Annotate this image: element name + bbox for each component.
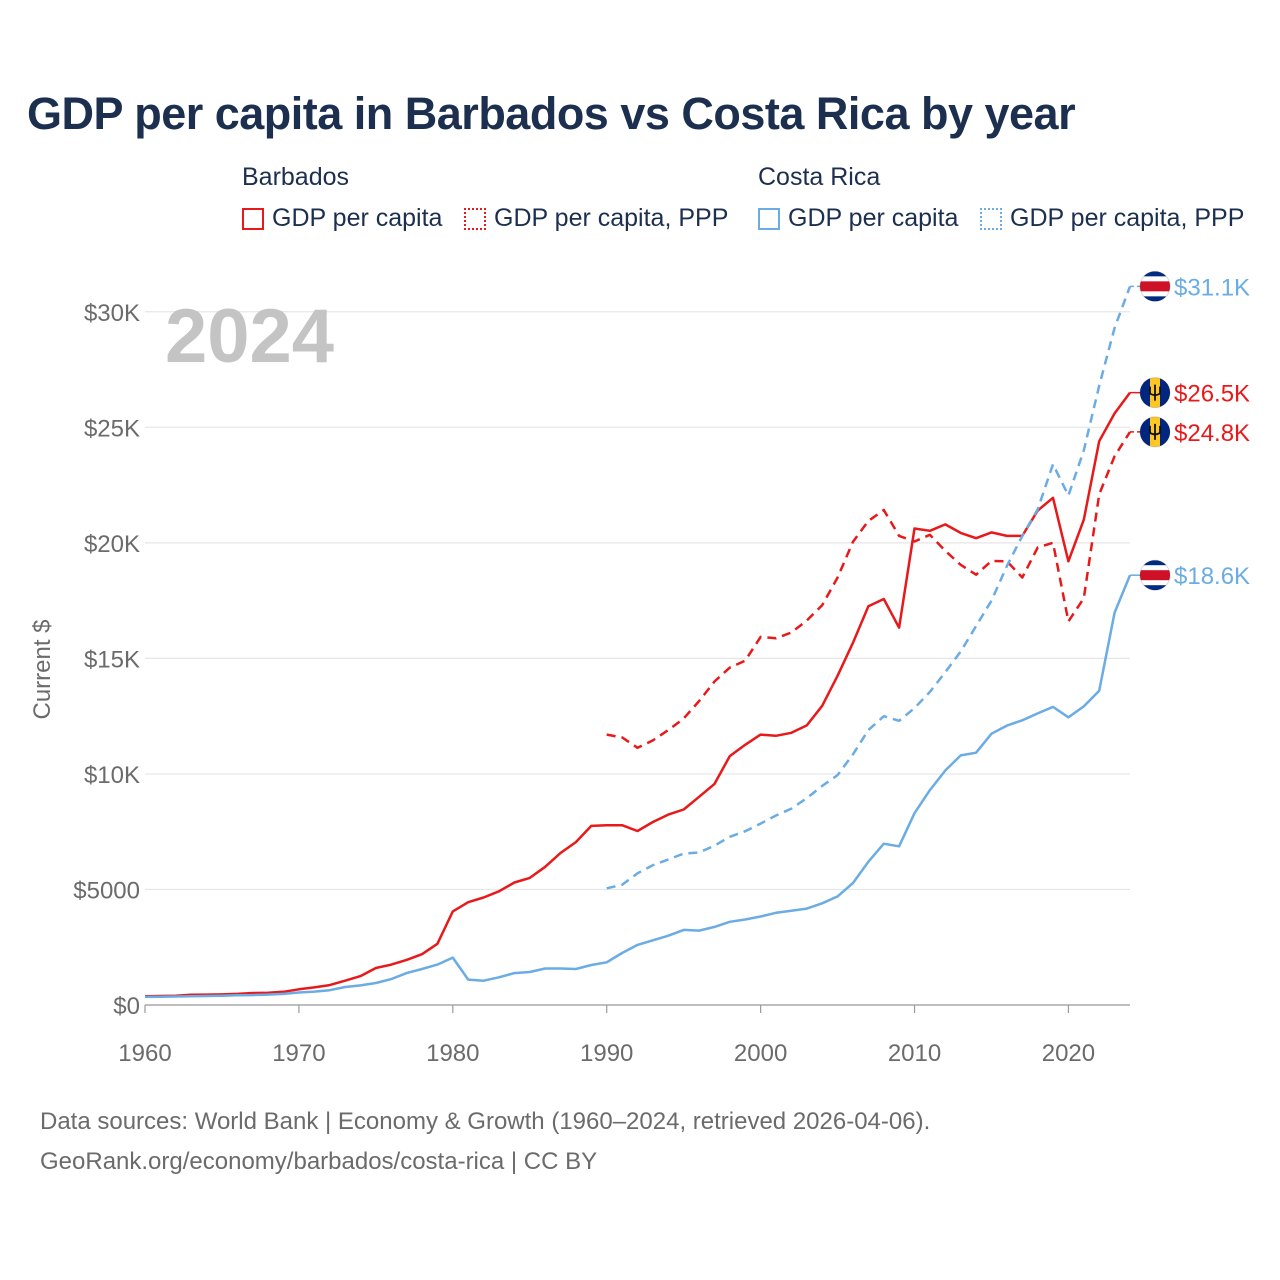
legend-swatch-solid-blue xyxy=(758,207,780,230)
series-line-costa-rica-gdp-per-capita-ppp xyxy=(606,285,1132,890)
flag-blue-right xyxy=(1160,377,1170,408)
chart-title: GDP per capita in Barbados vs Costa Rica… xyxy=(27,88,1076,139)
legend-label: GDP per capita, PPP xyxy=(1010,204,1245,232)
y-axis-title: Current $ xyxy=(29,619,56,719)
flag-blue-top xyxy=(1140,271,1170,277)
flag-body xyxy=(1140,560,1170,591)
y-tick-label: $30K xyxy=(84,300,140,327)
series-line-costa-rica-gdp-per-capita xyxy=(144,574,1132,999)
footer-credit: GeoRank.org/economy/barbados/costa-rica … xyxy=(40,1148,598,1175)
x-tick-label: 2000 xyxy=(734,1040,787,1067)
y-tick-label: $10K xyxy=(84,762,140,789)
flag-icon-barbados xyxy=(1139,416,1171,448)
legend-item-barbados-gdp[interactable]: GDP per capita xyxy=(242,204,442,233)
flag-body xyxy=(1140,271,1170,302)
flag-icon-barbados xyxy=(1139,377,1171,409)
y-tick-label: $0 xyxy=(113,993,140,1020)
year-watermark: 2024 xyxy=(165,294,334,379)
flag-icon-costa_rica xyxy=(1139,559,1171,591)
flag-outline xyxy=(1139,270,1171,302)
flag-outline xyxy=(1139,559,1171,591)
series-line-barbados-gdp-per-capita xyxy=(144,391,1132,998)
legend-label: GDP per capita, PPP xyxy=(494,204,729,232)
flag-outline xyxy=(1139,377,1171,409)
x-tick-label: 1960 xyxy=(118,1040,171,1067)
flag-blue-bottom xyxy=(1140,296,1170,302)
trident-icon xyxy=(1149,423,1161,440)
legend-label: GDP per capita xyxy=(272,204,443,232)
y-tick-label: $20K xyxy=(84,531,140,558)
flag-outline xyxy=(1139,416,1171,448)
line-chart: $0 $5000 $10K $15K $20K $25K $30K 1960 1970 1980 1… xyxy=(29,270,1250,1067)
y-tick-label: $5000 xyxy=(73,877,140,904)
flag-blue-top xyxy=(1140,560,1170,566)
x-tick-label: 1970 xyxy=(272,1040,325,1067)
legend-item-costa-rica-gdp[interactable]: GDP per capita xyxy=(758,204,958,233)
x-tick-label: 2020 xyxy=(1042,1040,1095,1067)
legend-group-barbados: Barbados xyxy=(242,163,350,191)
flag-red-band xyxy=(1140,570,1170,581)
x-tick-label: 1980 xyxy=(426,1040,479,1067)
flag-blue-bottom xyxy=(1140,585,1170,591)
legend-swatch-dotted-blue xyxy=(980,207,1002,230)
y-tick-label: $15K xyxy=(84,646,140,673)
end-value-label: $18.6K xyxy=(1174,563,1250,590)
legend-label: GDP per capita xyxy=(788,204,959,232)
flag-blue-left xyxy=(1140,416,1150,447)
end-value-label: $26.5K xyxy=(1174,381,1250,408)
legend-swatch-solid-red xyxy=(242,207,264,230)
flag-icon-costa_rica xyxy=(1139,270,1171,302)
end-value-label: $24.8K xyxy=(1174,420,1250,447)
flag-blue-left xyxy=(1140,377,1150,408)
x-tick-label: 2010 xyxy=(888,1040,941,1067)
flag-body xyxy=(1140,377,1170,408)
x-tick-label: 1990 xyxy=(580,1040,633,1067)
end-value-label: $31.1K xyxy=(1174,274,1250,301)
y-tick-label: $25K xyxy=(84,415,140,442)
legend-item-costa-rica-ppp[interactable]: GDP per capita, PPP xyxy=(980,204,1244,233)
legend-swatch-dotted-red xyxy=(464,207,486,230)
legend-item-barbados-ppp[interactable]: GDP per capita, PPP xyxy=(464,204,728,233)
footer-sources: Data sources: World Bank | Economy & Gro… xyxy=(40,1108,931,1135)
flag-red-band xyxy=(1140,281,1170,292)
series-line-barbados-gdp-per-capita-ppp xyxy=(606,431,1132,750)
flag-blue-right xyxy=(1160,416,1170,447)
legend-group-costa-rica: Costa Rica xyxy=(758,163,881,191)
flag-body xyxy=(1140,416,1170,447)
trident-icon xyxy=(1149,384,1161,401)
